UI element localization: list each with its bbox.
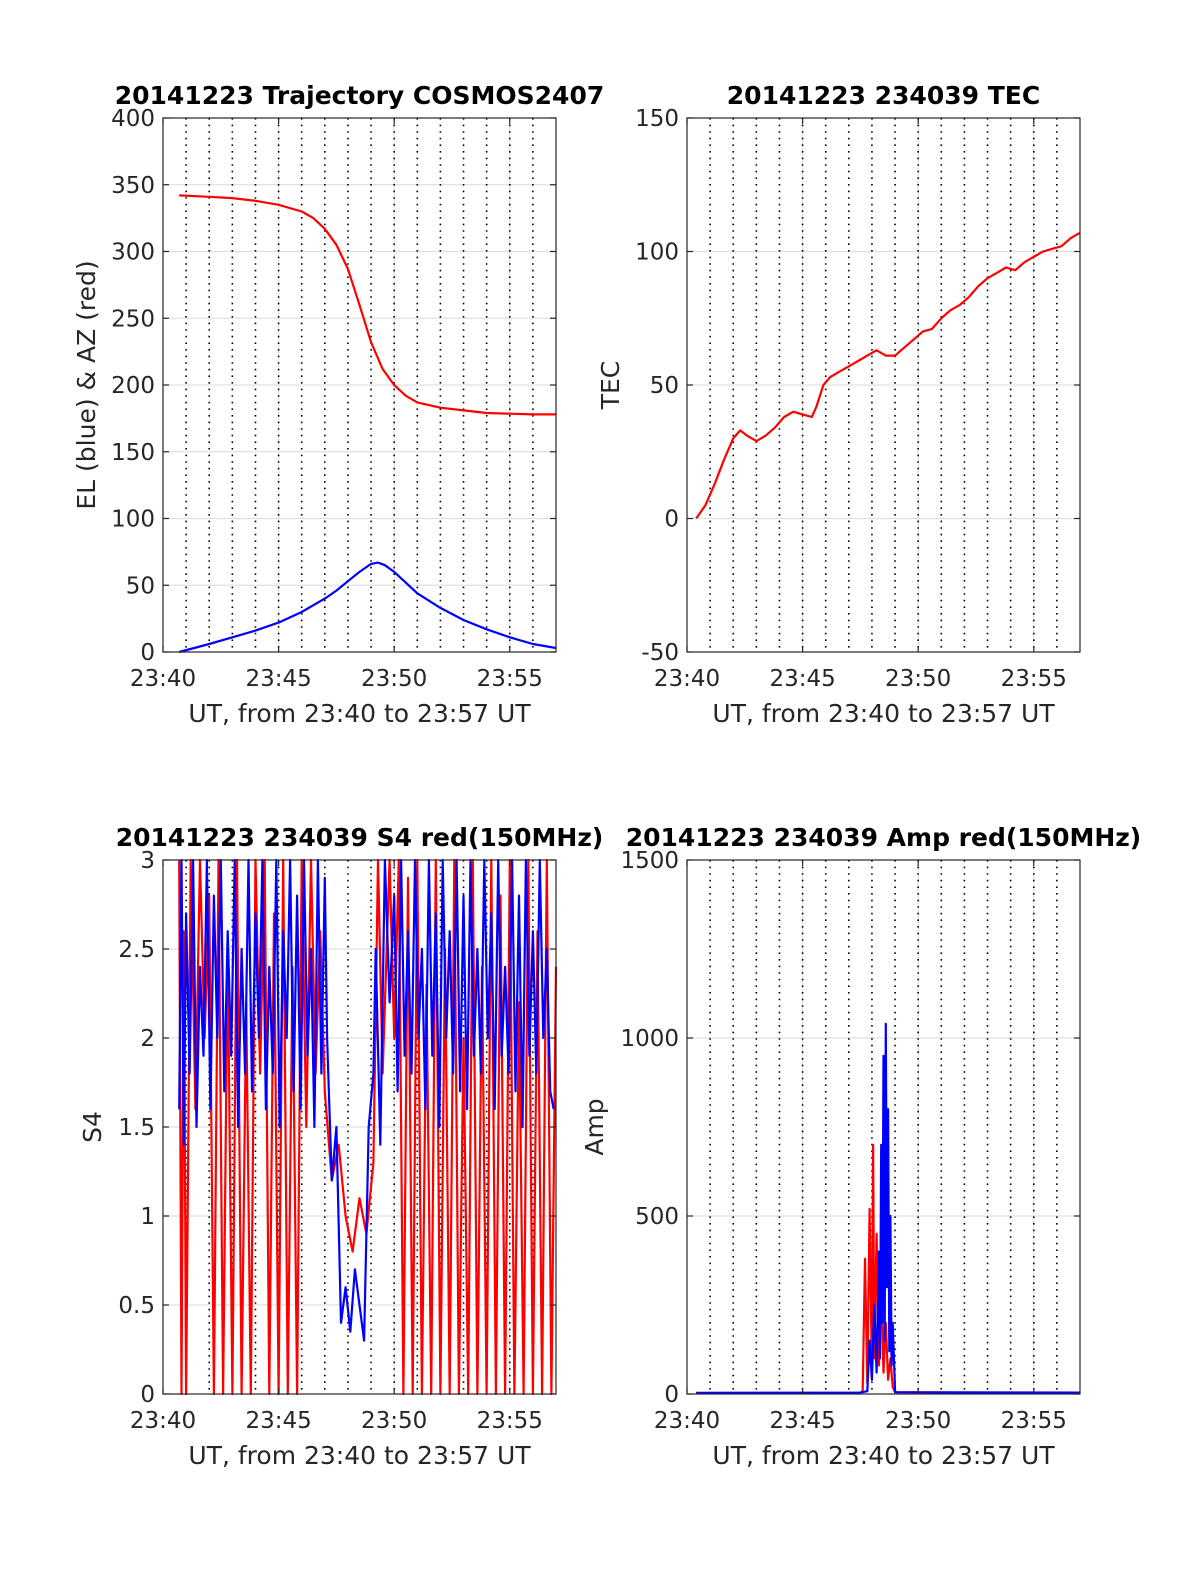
- x-tick-label: 23:40: [130, 1408, 196, 1434]
- series-line-0: [179, 194, 556, 416]
- y-tick-label: 100: [111, 507, 155, 533]
- series-line-0: [696, 1143, 1081, 1395]
- y-tick-label: 1: [140, 1204, 155, 1230]
- y-tick-label: 250: [111, 306, 155, 332]
- y-tick-label: 350: [111, 173, 155, 199]
- y-tick-label: 1000: [620, 1026, 679, 1052]
- y-tick-label: 0.5: [118, 1293, 155, 1319]
- x-tick-label: 23:55: [1001, 1408, 1067, 1434]
- series-line-1: [178, 858, 555, 1342]
- y-axis-label: TEC: [596, 361, 625, 411]
- panel-s4: 23:40 23:45 23:50 23:55 0 0.5 1 1.5 2 2.5 3 201412…: [78, 823, 603, 1470]
- series-line-1: [696, 1022, 1081, 1395]
- chart-title: 20141223 234039 TEC: [727, 81, 1040, 110]
- axes-box: [686, 859, 1081, 1395]
- x-tick-label: 23:50: [885, 1408, 951, 1434]
- y-axis-label: S4: [78, 1111, 107, 1143]
- y-tick-label: 200: [111, 373, 155, 399]
- x-tick-label: 23:50: [885, 666, 951, 692]
- series-line-0: [178, 858, 558, 1396]
- y-tick-label: 0: [140, 1382, 155, 1408]
- x-axis-label: UT, from 23:40 to 23:57 UT: [712, 699, 1055, 728]
- x-axis-label: UT, from 23:40 to 23:57 UT: [188, 1441, 531, 1470]
- x-tick-label: 23:55: [477, 666, 543, 692]
- panel-amp: 23:40 23:45 23:50 23:55 0 500 1000 1500 2014122…: [580, 823, 1141, 1470]
- chart-title: 20141223 234039 S4 red(150MHz): [116, 823, 604, 852]
- x-axis-label: UT, from 23:40 to 23:57 UT: [712, 1441, 1055, 1470]
- x-tick-label: 23:45: [769, 1408, 835, 1434]
- y-tick-label: 300: [111, 240, 155, 266]
- x-tick-label: 23:45: [769, 666, 835, 692]
- series-line-0: [695, 231, 1081, 520]
- chart-title: 20141223 234039 Amp red(150MHz): [626, 823, 1142, 852]
- y-tick-label: 0: [664, 1382, 679, 1408]
- x-tick-label: 23:45: [245, 666, 311, 692]
- y-axis-label: EL (blue) & AZ (red): [72, 260, 101, 509]
- y-tick-label: -50: [641, 640, 679, 666]
- x-tick-label: 23:55: [1001, 666, 1067, 692]
- y-tick-label: 0: [664, 507, 679, 533]
- x-tick-label: 23:40: [654, 666, 720, 692]
- x-tick-label: 23:45: [245, 1408, 311, 1434]
- x-tick-label: 23:50: [361, 666, 427, 692]
- y-tick-label: 50: [650, 373, 679, 399]
- chart-title: 20141223 Trajectory COSMOS2407: [115, 81, 605, 110]
- y-tick-label: 500: [635, 1204, 679, 1230]
- y-tick-label: 1500: [620, 848, 679, 874]
- y-tick-label: 50: [126, 573, 155, 599]
- y-tick-label: 3: [140, 848, 155, 874]
- series-line-1: [178, 561, 557, 654]
- y-tick-label: 400: [111, 106, 155, 132]
- y-tick-label: 0: [140, 640, 155, 666]
- y-tick-label: 1.5: [118, 1115, 155, 1141]
- x-tick-label: 23:50: [361, 1408, 427, 1434]
- y-tick-label: 2: [140, 1026, 155, 1052]
- y-tick-label: 2.5: [118, 937, 155, 963]
- panel-trajectory: 23:40 23:45 23:50 23:55 0 50 100 150 200 250 300 35…: [72, 81, 604, 728]
- x-tick-label: 23:40: [130, 666, 196, 692]
- y-tick-label: 100: [635, 240, 679, 266]
- x-tick-label: 23:55: [477, 1408, 543, 1434]
- y-axis-label: Amp: [580, 1098, 609, 1155]
- x-axis-label: UT, from 23:40 to 23:57 UT: [188, 699, 531, 728]
- x-tick-label: 23:40: [654, 1408, 720, 1434]
- y-tick-label: 150: [635, 106, 679, 132]
- panel-tec: 23:40 23:45 23:50 23:55 -50 0 50 100 150 2014122…: [596, 81, 1081, 728]
- y-tick-label: 150: [111, 440, 155, 466]
